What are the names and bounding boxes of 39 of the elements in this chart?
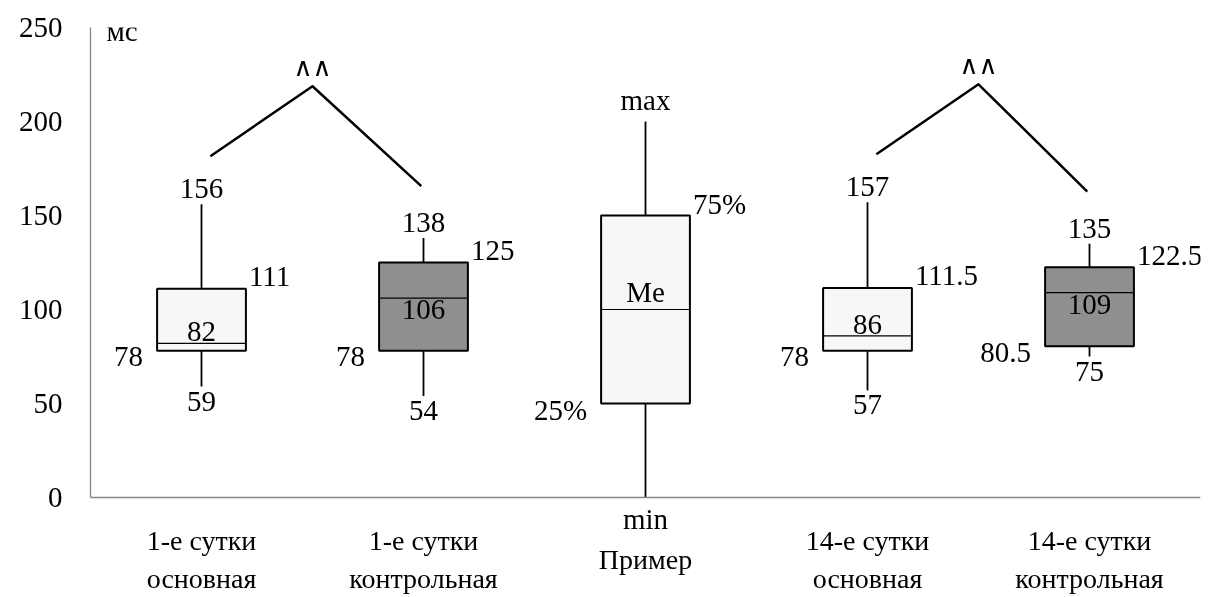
text: min	[622, 502, 669, 535]
text: 157	[845, 170, 890, 203]
x-tick-label: 14-е сутки основная	[805, 525, 930, 594]
text: 122.5	[1136, 238, 1203, 271]
y-tick-label: 100	[19, 293, 63, 325]
text: 54	[409, 393, 438, 426]
text: 57	[853, 388, 882, 421]
y-tick-label: 250	[19, 11, 63, 43]
y-tick-label: 200	[19, 105, 63, 137]
x-tick-label: 1-е сутки контрольная	[349, 525, 498, 594]
text: 75	[1075, 354, 1104, 387]
text: 82	[187, 315, 216, 348]
text: 111.5	[914, 259, 979, 292]
x-tick-label: Пример	[598, 544, 693, 575]
x-tick-label: 14-е сутки контрольная	[1015, 525, 1164, 594]
y-tick-label: 0	[48, 481, 63, 513]
annotation: ∧∧	[959, 50, 998, 81]
text: Me	[626, 275, 665, 308]
y-tick-label: 50	[33, 387, 63, 419]
text: 25%	[533, 393, 588, 426]
text: 106	[401, 293, 446, 326]
text: 78	[780, 340, 810, 373]
text: 111	[248, 260, 291, 293]
x-tick-label: 1-е сутки основная	[146, 525, 257, 594]
text: 59	[187, 384, 216, 417]
text: 86	[853, 307, 882, 340]
text: 135	[1067, 211, 1112, 244]
y-axis-title: мс	[106, 14, 138, 47]
text: 109	[1067, 287, 1112, 320]
text: 125	[470, 234, 515, 266]
text: 156	[179, 172, 224, 205]
text: 80.5	[980, 335, 1032, 368]
text: 138	[401, 206, 446, 239]
y-tick-label: 150	[19, 199, 63, 231]
text: max	[620, 83, 671, 116]
text: 78	[114, 340, 144, 373]
text: 78	[336, 340, 366, 373]
text: 75%	[692, 187, 747, 220]
annotation: ∧∧	[293, 52, 332, 83]
